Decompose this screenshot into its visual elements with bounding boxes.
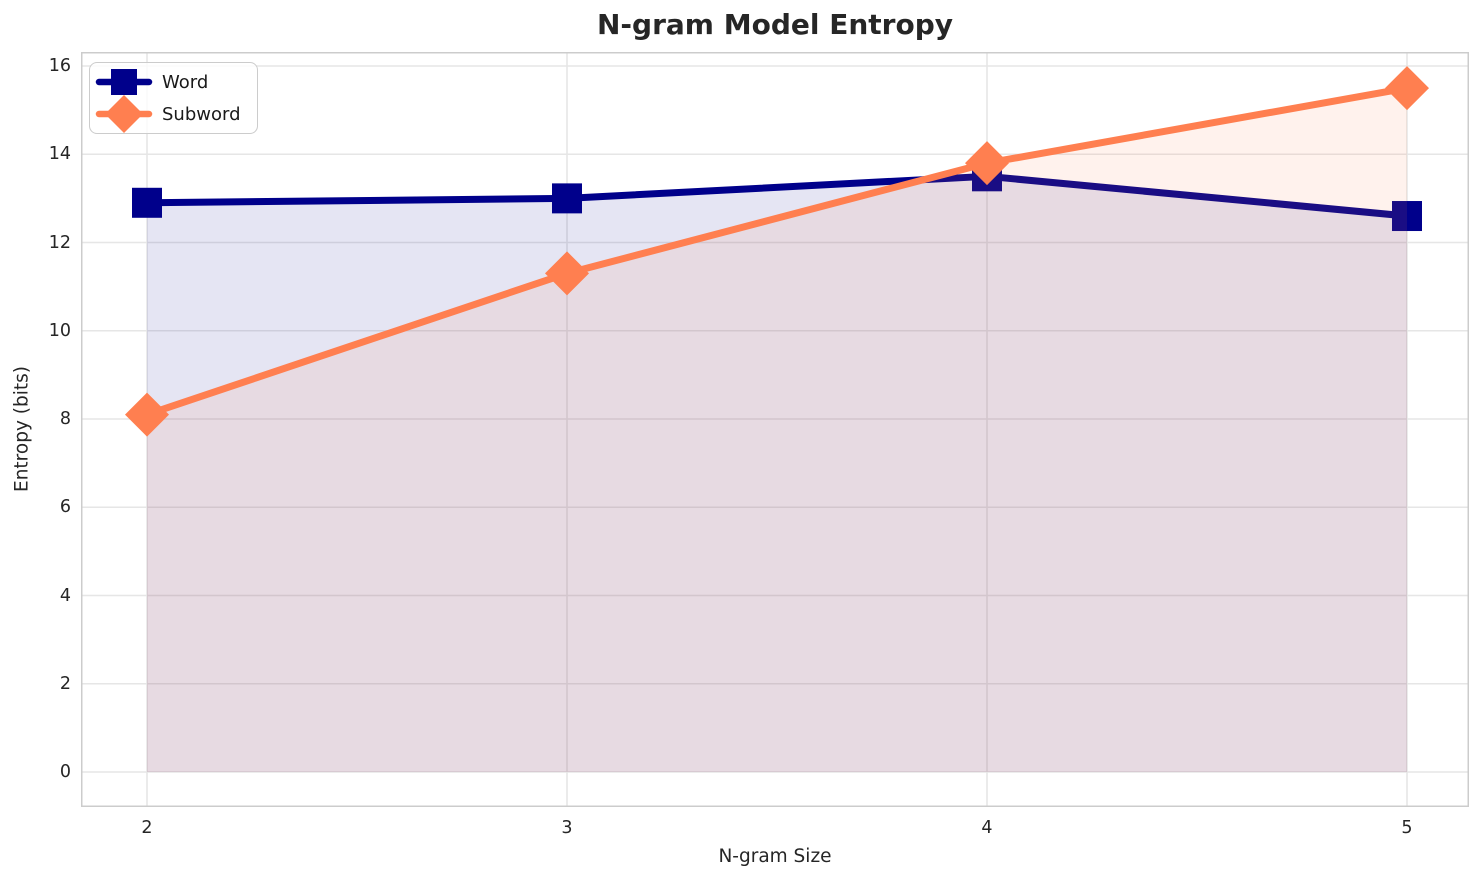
- legend-item-word: Word: [95, 66, 241, 98]
- subword-line-diamond-marker-icon: [95, 95, 153, 133]
- y-tick-label: 6: [59, 497, 71, 518]
- legend-item-subword: Subword: [95, 95, 241, 133]
- word-marker: [552, 183, 582, 214]
- subword-line: [143, 84, 1411, 419]
- word-marker: [132, 187, 162, 218]
- plot-area: Word Subword: [81, 52, 1469, 807]
- y-tick-label: 8: [59, 409, 71, 429]
- y-axis-label: Entropy (bits): [11, 366, 33, 492]
- y-tick-label: 4: [59, 585, 71, 606]
- legend: Word Subword: [89, 62, 258, 134]
- word-area-fill: [147, 176, 1407, 772]
- subword-marker: [125, 392, 169, 437]
- subword-marker: [965, 141, 1009, 186]
- subword-area-fill: [147, 88, 1407, 772]
- x-tick-label: 2: [141, 818, 153, 838]
- x-tick-label: 4: [981, 818, 993, 838]
- y-tick-label: 14: [48, 144, 71, 165]
- subword-marker: [545, 251, 589, 296]
- y-tick-label: 2: [59, 673, 71, 694]
- chart-canvas: [81, 52, 1469, 807]
- chart-title: N-gram Model Entropy: [597, 8, 953, 41]
- word-line-square-marker-icon: [95, 69, 153, 95]
- y-tick-label: 0: [59, 762, 71, 782]
- y-tick-label: 12: [48, 232, 71, 253]
- x-axis-label: N-gram Size: [718, 846, 832, 867]
- x-tick-label: 5: [1401, 818, 1413, 838]
- plot-border: [81, 52, 1469, 807]
- legend-label-word: Word: [162, 71, 209, 93]
- legend-label-subword: Subword: [162, 103, 241, 125]
- y-tick-label: 16: [48, 56, 71, 76]
- subword-marker: [1385, 66, 1429, 111]
- word-marker: [1392, 201, 1422, 232]
- word-line: [143, 172, 1411, 220]
- y-tick-label: 10: [48, 320, 71, 341]
- x-tick-label: 3: [561, 818, 573, 838]
